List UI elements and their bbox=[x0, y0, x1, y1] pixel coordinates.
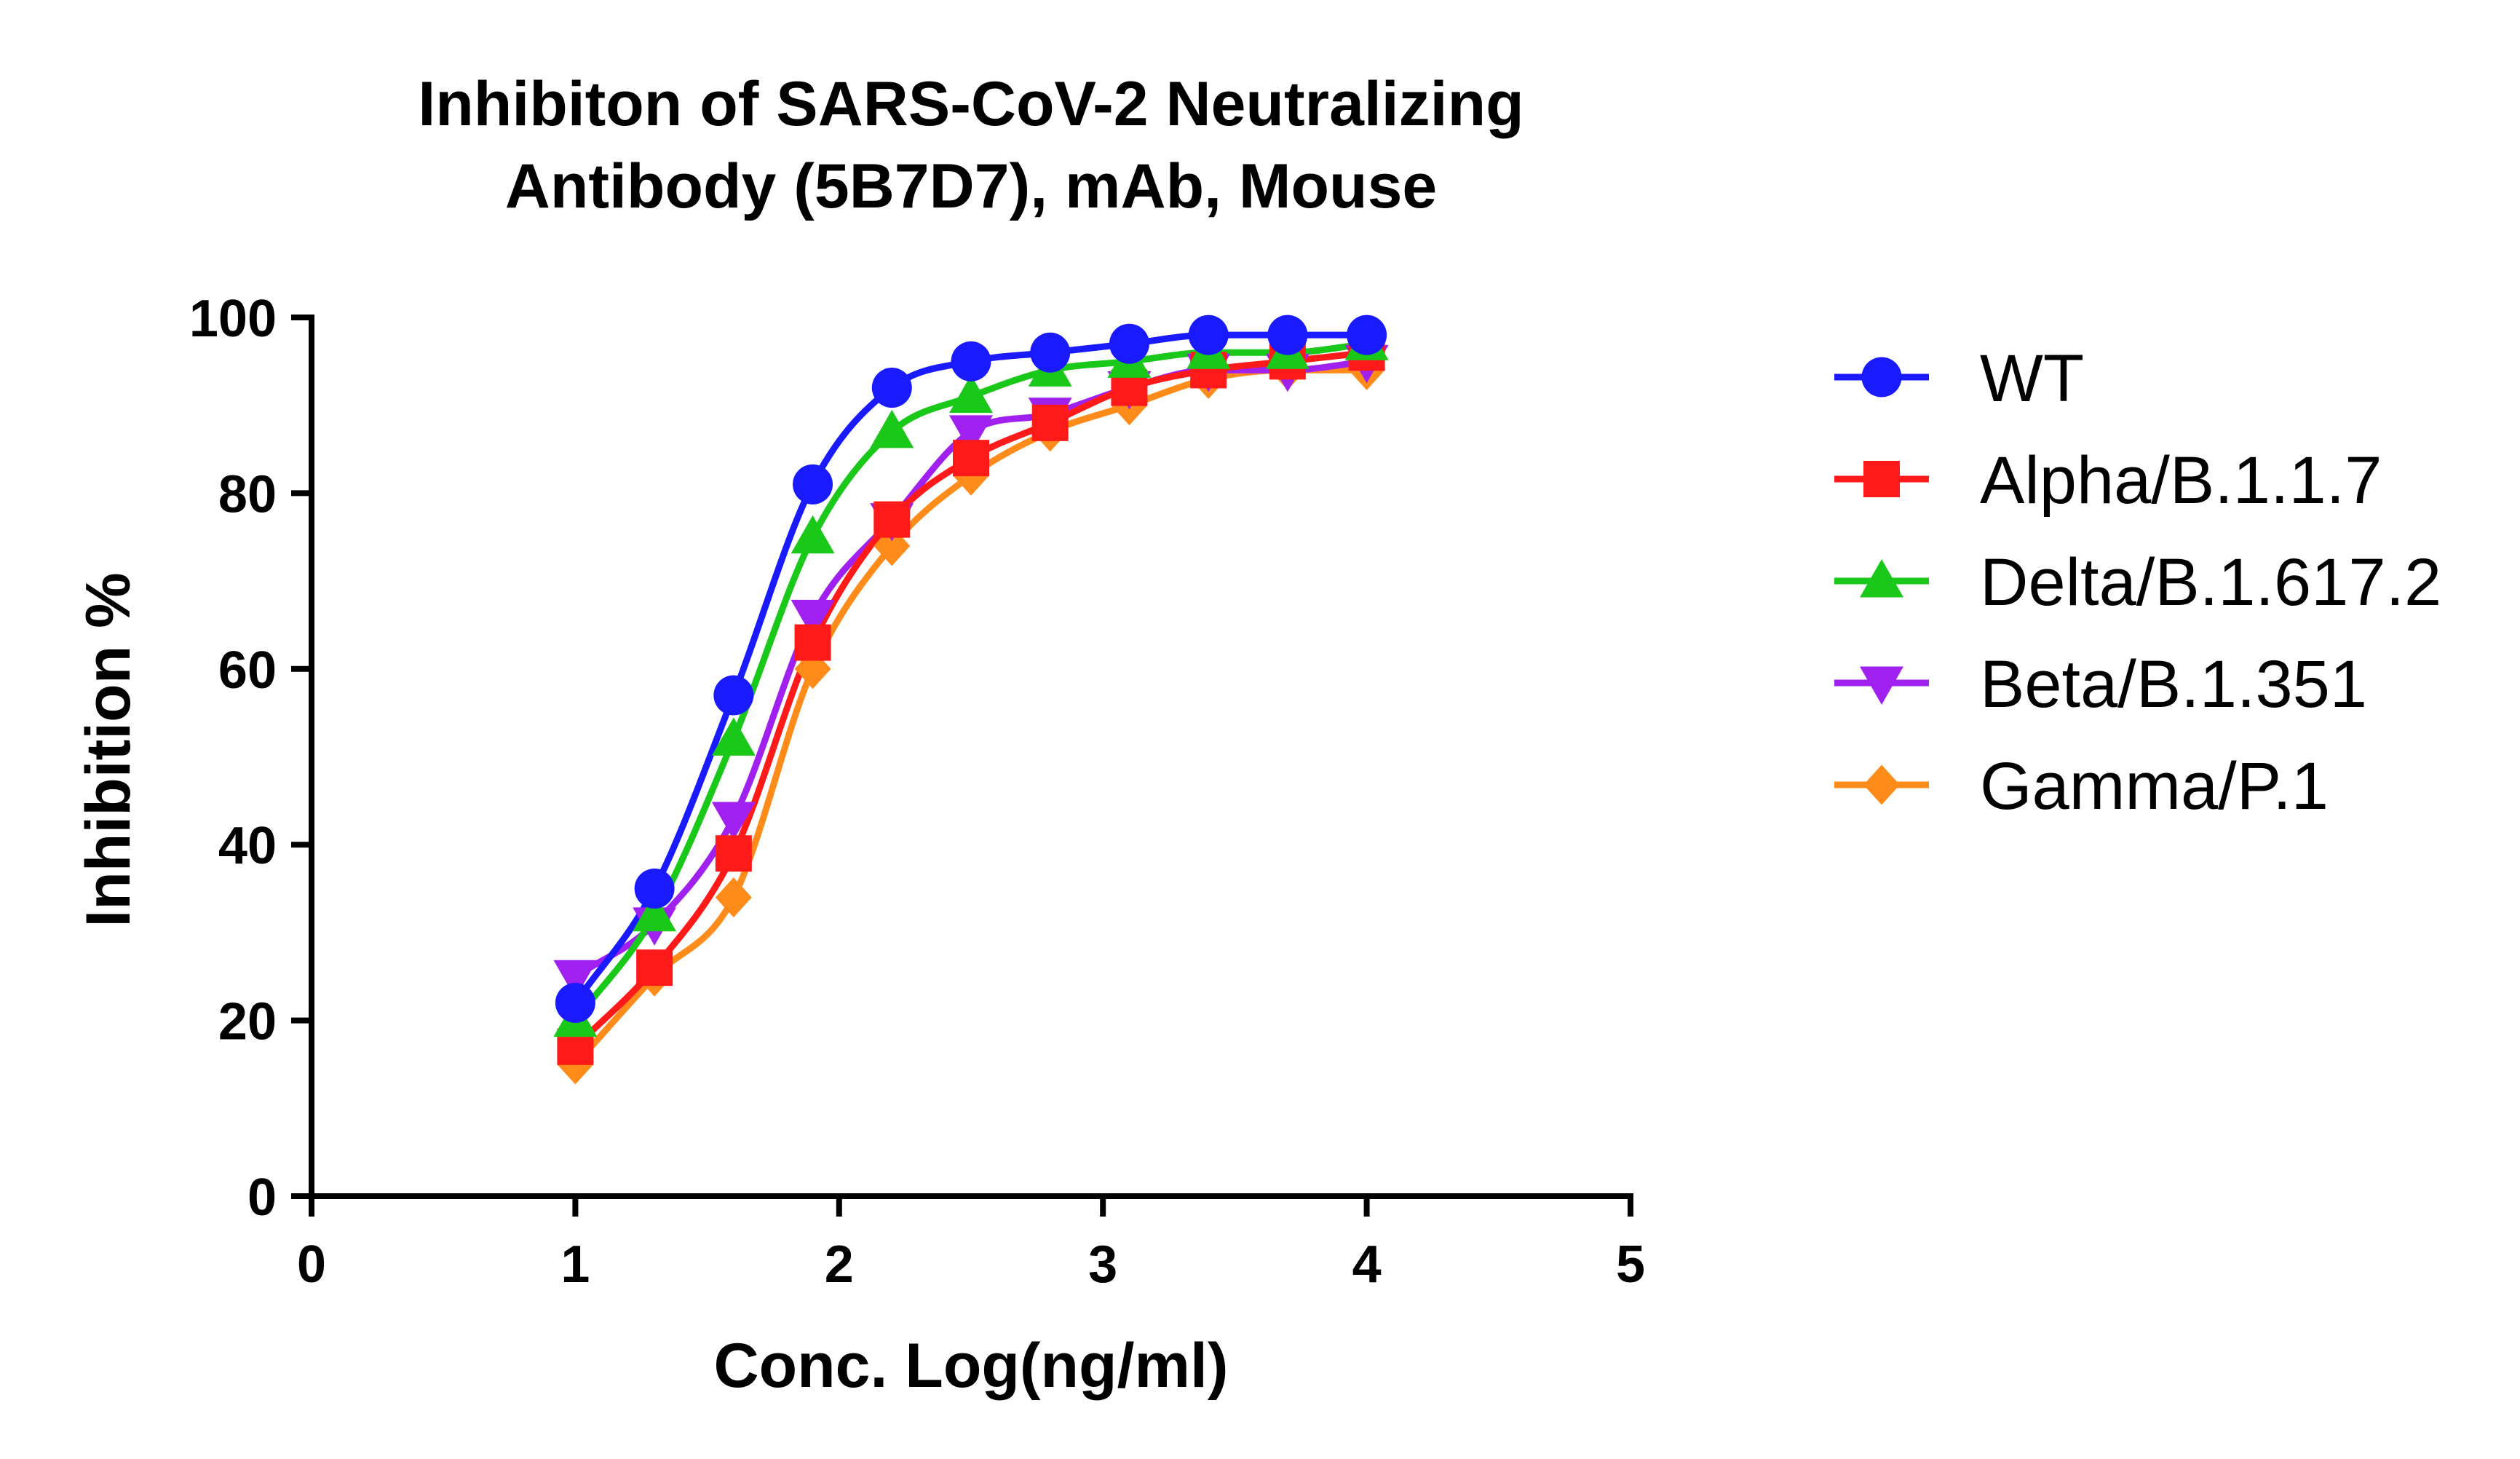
data-point bbox=[949, 415, 993, 454]
x-tick-label: 0 bbox=[297, 1235, 326, 1294]
y-tick-label: 100 bbox=[189, 290, 277, 348]
legend-label: WT bbox=[1980, 341, 2084, 416]
data-point bbox=[951, 341, 991, 381]
chart-title-line-1: Inhibiton of SARS-CoV-2 Neutralizing bbox=[418, 69, 1524, 139]
data-point bbox=[791, 515, 835, 554]
y-tick-label: 60 bbox=[218, 641, 277, 700]
data-point bbox=[711, 717, 756, 756]
data-point bbox=[953, 440, 989, 477]
x-tick-label: 2 bbox=[825, 1235, 854, 1294]
legend: WT Alpha/B.1.1.7 Delta/B.1.617.2 Beta/B.1.3… bbox=[1834, 341, 2441, 823]
data-point bbox=[794, 624, 831, 661]
legend-label: Alpha/B.1.1.7 bbox=[1980, 443, 2382, 518]
legend-label: Gamma/P.1 bbox=[1980, 749, 2329, 823]
legend-marker bbox=[1860, 559, 1903, 598]
legend-marker bbox=[1861, 357, 1902, 398]
data-point bbox=[713, 675, 754, 716]
legend-label: Delta/B.1.617.2 bbox=[1980, 545, 2441, 620]
legend-item-3: Beta/B.1.351 bbox=[1834, 647, 2367, 721]
y-axis-label: Inhibition % bbox=[74, 572, 143, 927]
legend-label: Beta/B.1.351 bbox=[1980, 647, 2367, 721]
series-markers-0 bbox=[555, 315, 1387, 1023]
data-point bbox=[791, 599, 835, 638]
x-axis-label: Conc. Log(ng/ml) bbox=[714, 1331, 1229, 1401]
data-point bbox=[1267, 315, 1308, 355]
x-tick-label: 5 bbox=[1616, 1235, 1645, 1294]
y-tick-label: 40 bbox=[218, 817, 277, 875]
data-point bbox=[553, 960, 598, 999]
legend-marker bbox=[1863, 764, 1900, 805]
data-point bbox=[871, 368, 912, 408]
y-tick-label: 20 bbox=[218, 993, 277, 1051]
x-tick-label: 3 bbox=[1088, 1235, 1117, 1294]
legend-item-2: Delta/B.1.617.2 bbox=[1834, 545, 2441, 620]
data-point bbox=[1031, 404, 1069, 441]
data-point bbox=[1109, 323, 1149, 364]
legend-marker bbox=[1863, 461, 1900, 497]
legend-item-0: WT bbox=[1834, 341, 2084, 416]
data-point bbox=[715, 835, 752, 872]
legend-item-1: Alpha/B.1.1.7 bbox=[1834, 443, 2382, 518]
y-tick-label: 80 bbox=[218, 465, 277, 523]
x-tick-label: 4 bbox=[1352, 1235, 1382, 1294]
legend-item-4: Gamma/P.1 bbox=[1834, 749, 2329, 823]
legend-marker bbox=[1860, 666, 1903, 705]
data-point bbox=[711, 802, 756, 840]
x-tick-label: 1 bbox=[560, 1235, 590, 1294]
data-point bbox=[636, 949, 673, 986]
data-point bbox=[1030, 332, 1071, 373]
data-markers bbox=[553, 315, 1389, 1085]
y-tick-label: 0 bbox=[247, 1169, 277, 1227]
axes: 0 1 2 3 4 5 0 20 40 60 80 100 bbox=[189, 290, 1645, 1294]
data-point bbox=[793, 464, 833, 505]
data-point bbox=[1188, 315, 1229, 355]
data-point bbox=[633, 893, 677, 932]
chart-title-line-2: Antibody (5B7D7), mAb, Mouse bbox=[505, 151, 1438, 221]
data-point bbox=[873, 501, 911, 538]
data-point bbox=[949, 374, 993, 414]
data-point bbox=[870, 409, 914, 448]
data-point bbox=[634, 869, 675, 909]
data-point bbox=[1347, 315, 1387, 355]
data-point bbox=[715, 877, 752, 918]
data-point bbox=[555, 982, 595, 1023]
